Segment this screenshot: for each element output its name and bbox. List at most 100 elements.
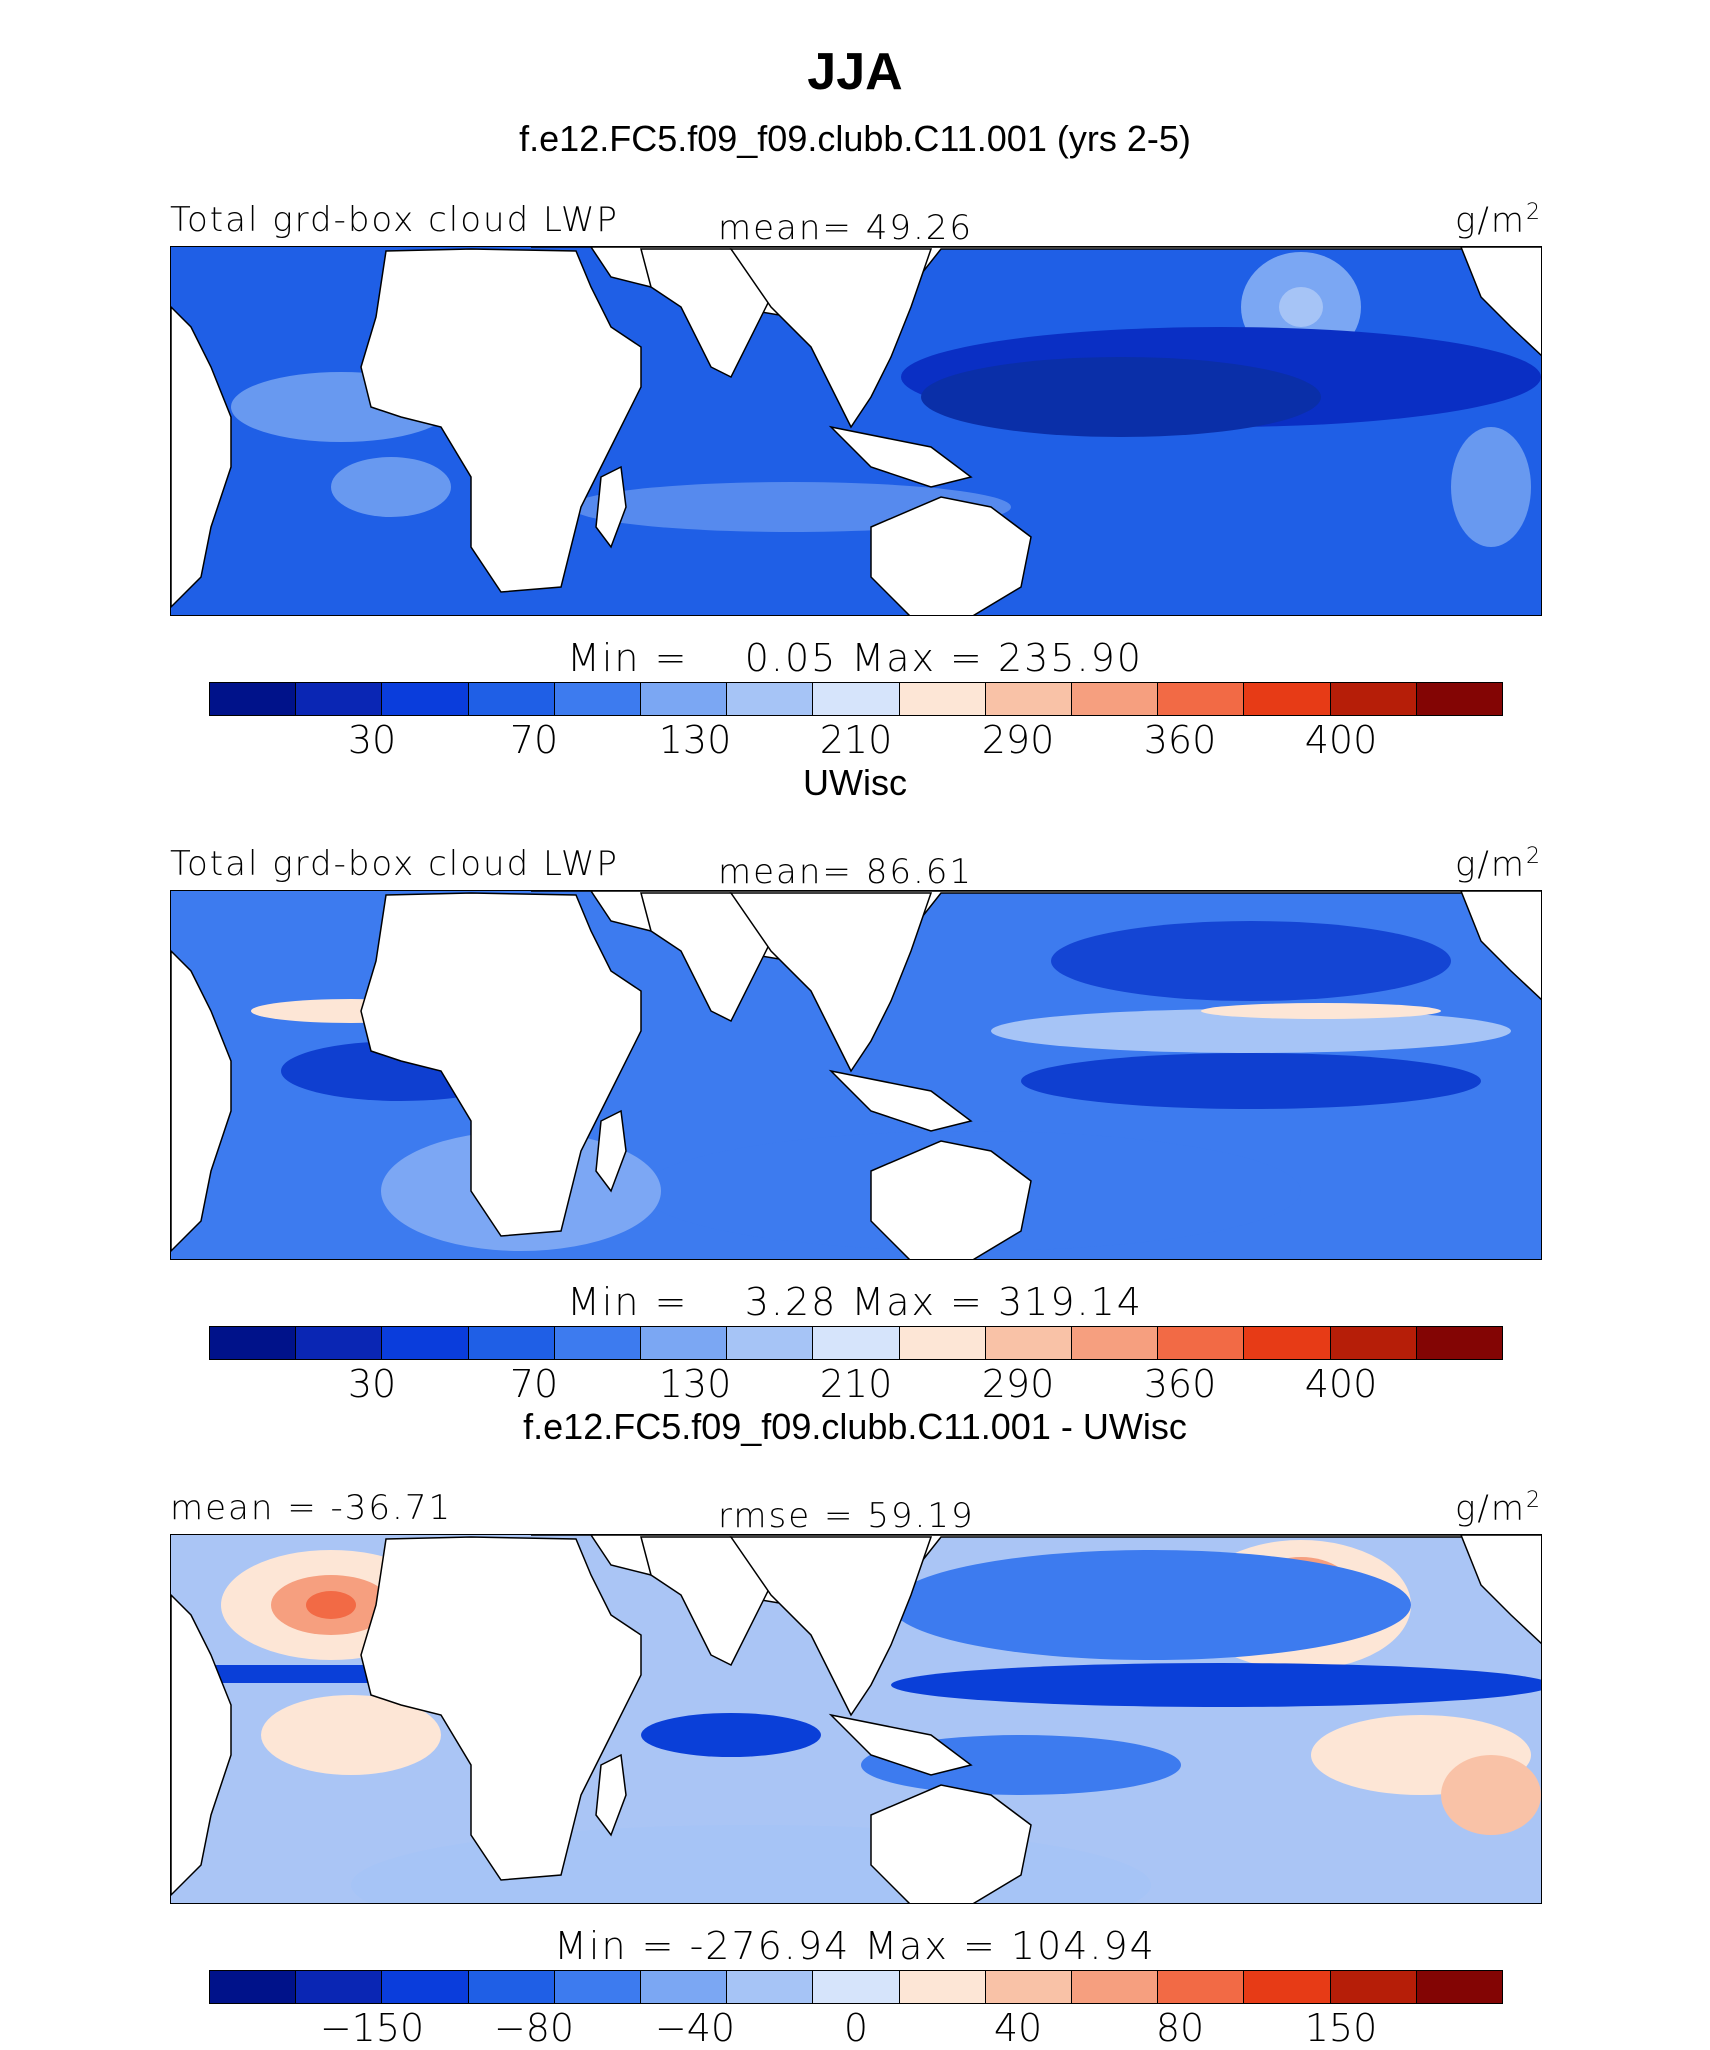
- colorbar-tick-label: −80: [493, 2006, 575, 2050]
- colorbar: [209, 1326, 1503, 1360]
- colorbar-tick-label: 210: [819, 718, 893, 762]
- colorbar-swatch: [296, 1971, 383, 2003]
- land-mass: [828, 1069, 973, 1132]
- colorbar-tick-label: 290: [981, 1362, 1055, 1406]
- colorbar-swatch: [1072, 1327, 1159, 1359]
- colorbar-swatch: [1158, 1327, 1245, 1359]
- colorbar-swatch: [1244, 1327, 1331, 1359]
- panel-stat-label: mean= 49.26: [718, 208, 974, 248]
- colorbar-swatch: [1244, 1971, 1331, 2003]
- panel-heading: f.e12.FC5.f09_f09.clubb.C11.001 (yrs 2-5…: [519, 118, 1191, 159]
- panel-variable-label: mean = -36.71: [170, 1488, 453, 1528]
- colorbar-swatch: [382, 1327, 469, 1359]
- colorbar-swatch: [1330, 1971, 1417, 2003]
- land-mass: [1460, 247, 1541, 357]
- colorbar: [209, 682, 1503, 716]
- panel-variable-label: Total grd-box cloud LWP: [170, 200, 619, 240]
- colorbar: [209, 1970, 1503, 2004]
- colorbar-tick-label: 400: [1304, 718, 1378, 762]
- colorbar-swatch: [554, 683, 642, 715]
- min-max-label: Min = 0.05 Max = 235.90: [567, 636, 1143, 680]
- land-mass: [595, 1109, 627, 1193]
- colorbar-tick-label: 360: [1143, 718, 1217, 762]
- land-mass: [729, 248, 933, 429]
- colorbar-swatch: [210, 1327, 297, 1359]
- colorbar-tick-label: 70: [509, 718, 559, 762]
- min-max-label: Min = 3.28 Max = 319.14: [567, 1280, 1143, 1324]
- colorbar-swatch: [468, 1971, 555, 2003]
- land-mass: [171, 1593, 232, 1897]
- colorbar-swatch: [727, 1327, 814, 1359]
- units-label: g/m2: [1455, 844, 1542, 885]
- colorbar-swatch: [296, 683, 383, 715]
- colorbar-tick-label: 130: [658, 1362, 732, 1406]
- page-title: JJA: [807, 43, 903, 101]
- colorbar-swatch: [468, 683, 555, 715]
- units-label: g/m2: [1455, 200, 1542, 241]
- colorbar-swatch: [382, 683, 469, 715]
- map-diff: [170, 1534, 1542, 1904]
- colorbar-tick-label: 30: [347, 718, 397, 762]
- land-mass: [1460, 1535, 1541, 1645]
- colorbar-tick-label: 400: [1304, 1362, 1378, 1406]
- panel-heading: f.e12.FC5.f09_f09.clubb.C11.001 - UWisc: [523, 1406, 1187, 1447]
- colorbar-tick-label: 360: [1143, 1362, 1217, 1406]
- colorbar-tick-label: 40: [993, 2006, 1043, 2050]
- colorbar-tick-label: −40: [654, 2006, 736, 2050]
- colorbar-swatch: [985, 683, 1073, 715]
- colorbar-swatch: [1416, 1971, 1503, 2003]
- colorbar-swatch: [985, 1327, 1073, 1359]
- map-model: [170, 246, 1542, 616]
- colorbar-swatch: [899, 1327, 986, 1359]
- colorbar-swatch: [382, 1971, 469, 2003]
- colorbar-tick-label: −150: [319, 2006, 425, 2050]
- colorbar-swatch: [468, 1327, 555, 1359]
- colorbar-swatch: [1072, 1971, 1159, 2003]
- colorbar-swatch: [1330, 1327, 1417, 1359]
- colorbar-tick-label: 80: [1155, 2006, 1205, 2050]
- colorbar-swatch: [1158, 683, 1245, 715]
- land-mass: [729, 1536, 933, 1717]
- colorbar-swatch: [641, 1971, 728, 2003]
- colorbar-swatch: [554, 1327, 642, 1359]
- colorbar-swatch: [1158, 1971, 1245, 2003]
- land-mass: [595, 465, 627, 549]
- colorbar-tick-label: 150: [1304, 2006, 1378, 2050]
- colorbar-tick-label: 210: [819, 1362, 893, 1406]
- land-mass: [828, 425, 973, 488]
- colorbar-swatch: [1416, 683, 1503, 715]
- units-label: g/m2: [1455, 1488, 1542, 1529]
- colorbar-tick-label: 290: [981, 718, 1055, 762]
- colorbar-swatch: [813, 1971, 900, 2003]
- colorbar-swatch: [210, 1971, 297, 2003]
- land-mass: [171, 305, 232, 609]
- land-mass: [360, 1536, 642, 1881]
- colorbar-swatch: [296, 1327, 383, 1359]
- colorbar-tick-label: 0: [843, 2006, 869, 2050]
- land-mass: [1460, 891, 1541, 1001]
- colorbar-swatch: [554, 1971, 642, 2003]
- colorbar-swatch: [1416, 1327, 1503, 1359]
- panel-stat-label: mean= 86.61: [718, 852, 974, 892]
- land-mass: [360, 248, 642, 593]
- panel-variable-label: Total grd-box cloud LWP: [170, 844, 619, 884]
- min-max-label: Min = -276.94 Max = 104.94: [554, 1924, 1156, 1968]
- land-mass: [171, 949, 232, 1253]
- colorbar-tick-label: 130: [658, 718, 732, 762]
- land-mass: [870, 496, 1032, 615]
- land-mass: [828, 1713, 973, 1776]
- colorbar-swatch: [210, 683, 297, 715]
- land-mass: [595, 1753, 627, 1837]
- colorbar-swatch: [1330, 683, 1417, 715]
- colorbar-swatch: [899, 683, 986, 715]
- land-mass: [870, 1784, 1032, 1903]
- panel-stat-label: rmse = 59.19: [718, 1496, 975, 1536]
- colorbar-tick-label: 70: [509, 1362, 559, 1406]
- colorbar-swatch: [899, 1971, 986, 2003]
- land-mass: [870, 1140, 1032, 1259]
- colorbar-swatch: [727, 683, 814, 715]
- colorbar-swatch: [1244, 683, 1331, 715]
- land-mass: [360, 892, 642, 1237]
- colorbar-swatch: [985, 1971, 1073, 2003]
- land-mass: [729, 892, 933, 1073]
